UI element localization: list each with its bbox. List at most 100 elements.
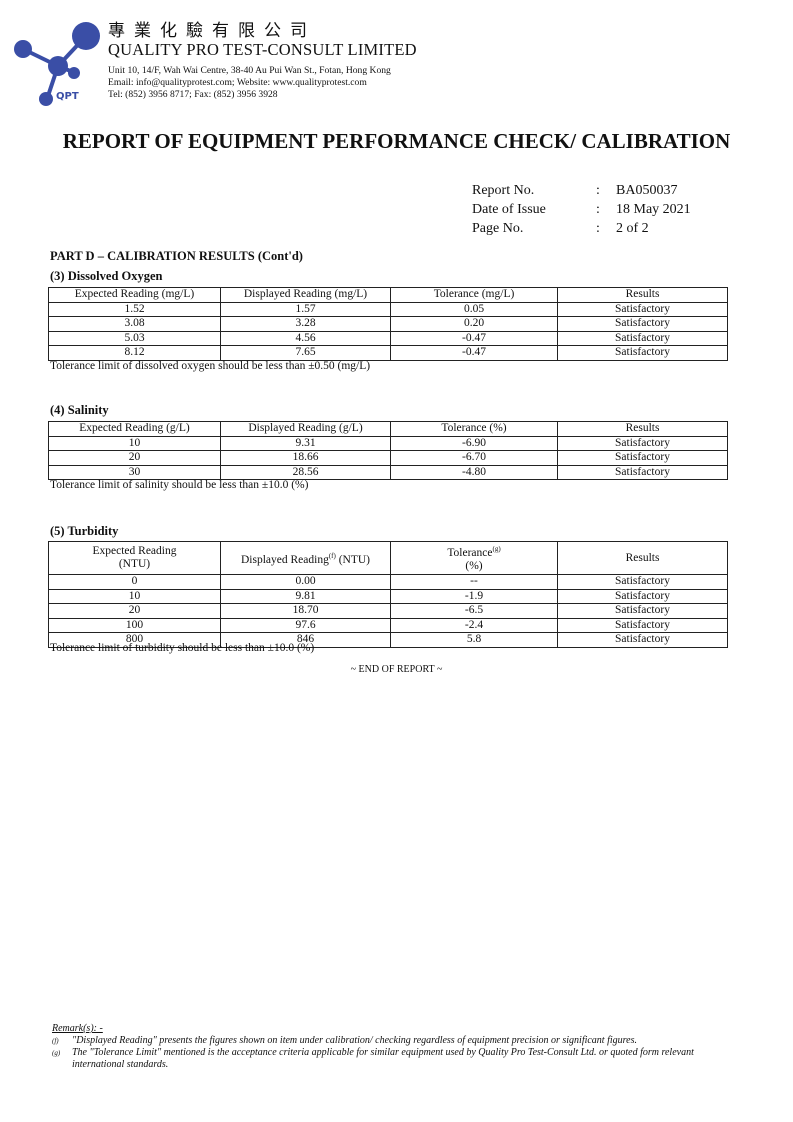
table-cell: 28.56 (220, 464, 391, 480)
table-cell: 10 (48, 588, 221, 604)
header-cell: Results (557, 287, 728, 303)
section-title-turbidity: (5) Turbidity (50, 524, 119, 538)
table-cell: 4.56 (220, 330, 391, 346)
meta-value: 18 May 2021 (616, 202, 691, 217)
table-cell: Satisfactory (557, 316, 728, 332)
table-cell: 0.05 (390, 301, 558, 317)
header-cell-unit: (NTU) (335, 553, 370, 566)
table-row: 5.03 4.56 -0.47 Satisfactory (48, 330, 728, 346)
meta-label: Report No. (472, 183, 535, 198)
meta-label: Page No. (472, 221, 524, 236)
remark-marker: (f) (52, 1037, 59, 1045)
table-cell: Satisfactory (557, 301, 728, 317)
table-cell: 30 (48, 464, 221, 480)
table-cell: 0.00 (220, 574, 391, 590)
meta-row: Page No.:2 of 2 (472, 220, 691, 237)
table-cell: 18.70 (220, 603, 391, 619)
header-cell: Results (557, 541, 728, 575)
salinity-note: Tolerance limit of salinity should be le… (50, 479, 309, 491)
part-title: PART D – CALIBRATION RESULTS (Cont'd) (50, 249, 303, 263)
table-row: 20 18.66 -6.70 Satisfactory (48, 450, 728, 466)
header-cell: Displayed Reading (241, 553, 329, 566)
table-row: 30 28.56 -4.80 Satisfactory (48, 464, 728, 480)
meta-row: Report No.: BA050037 (472, 182, 691, 199)
section-title-salinity: (4) Salinity (50, 403, 109, 417)
table-cell: Satisfactory (557, 435, 728, 451)
report-meta: Report No.: BA050037 Date of Issue:18 May… (470, 180, 693, 239)
remark-item: (g) The "Tolerance Limit" mentioned is th… (52, 1047, 732, 1071)
turbidity-note: Tolerance limit of turbidity should be l… (50, 642, 315, 654)
email-website: Email: info@qualityprotest.com; Website:… (108, 77, 367, 88)
remark-text: The "Tolerance Limit" mentioned is the a… (72, 1047, 694, 1070)
company-logo: QPT (14, 22, 100, 106)
table-cell: 100 (48, 617, 221, 633)
table-cell: Satisfactory (557, 464, 728, 480)
table-cell: -4.80 (390, 464, 558, 480)
salinity-table: Expected Reading (g/L) Displayed Reading … (48, 421, 728, 480)
table-cell: 9.81 (220, 588, 391, 604)
end-of-report: ~ END OF REPORT ~ (350, 664, 443, 675)
company-name-chinese: 專業化驗有限公司 (108, 21, 316, 40)
table-cell: 8.12 (48, 345, 221, 361)
logo-text: QPT (56, 91, 79, 102)
table-row: 10 9.31 -6.90 Satisfactory (48, 435, 728, 451)
table-row: 0 0.00 -- Satisfactory (48, 574, 728, 590)
table-cell: -- (390, 574, 558, 590)
header-cell-unit: (NTU) (118, 558, 151, 570)
table-cell: 846 (220, 632, 391, 648)
table-cell: 5.8 (390, 632, 558, 648)
header-cell: Expected Reading (mg/L) (48, 287, 221, 303)
table-cell: 97.6 (220, 617, 391, 633)
table-cell: 5.03 (48, 330, 221, 346)
table-cell: Satisfactory (557, 330, 728, 346)
table-header-row: Expected Reading (g/L) Displayed Reading … (48, 421, 728, 437)
remark-text: "Displayed Reading" presents the figures… (72, 1035, 637, 1046)
dissolved-oxygen-table: Expected Reading (mg/L) Displayed Reading… (48, 287, 728, 361)
table-cell: 9.31 (220, 435, 391, 451)
table-cell: Satisfactory (557, 450, 728, 466)
table-header-row: Expected Reading (mg/L) Displayed Reading… (48, 287, 728, 303)
header-cell: Expected Reading (g/L) (48, 421, 221, 437)
table-cell: -0.47 (390, 345, 558, 361)
table-row: 10 9.81 -1.9 Satisfactory (48, 588, 728, 604)
turbidity-table: Expected Reading (NTU) Displayed Reading(… (48, 541, 728, 648)
header-cell: Tolerance (447, 546, 493, 559)
table-cell: 800 (48, 632, 221, 648)
phone-fax: Tel: (852) 3956 8717; Fax: (852) 3956 39… (108, 89, 278, 100)
table-cell: Satisfactory (557, 574, 728, 590)
table-cell: -0.47 (390, 330, 558, 346)
table-cell: 3.08 (48, 316, 221, 332)
table-cell: Satisfactory (557, 588, 728, 604)
meta-label: Date of Issue (472, 202, 546, 217)
table-cell: 1.52 (48, 301, 221, 317)
table-row: 3.08 3.28 0.20 Satisfactory (48, 316, 728, 332)
meta-value: BA050037 (616, 183, 678, 198)
table-row: 8.12 7.65 -0.47 Satisfactory (48, 345, 728, 361)
header-cell: Displayed Reading (mg/L) (220, 287, 391, 303)
header-cell: Expected Reading (92, 545, 177, 557)
remark-item: (f) "Displayed Reading" presents the figu… (52, 1035, 732, 1047)
remark-marker: (g) (52, 1049, 61, 1057)
table-cell: Satisfactory (557, 632, 728, 648)
table-cell: -1.9 (390, 588, 558, 604)
company-name: QUALITY PRO TEST-CONSULT LIMITED (108, 40, 417, 59)
header-cell: Tolerance (%) (390, 421, 558, 437)
dissolved-oxygen-note: Tolerance limit of dissolved oxygen shou… (50, 360, 371, 372)
header-cell: Results (557, 421, 728, 437)
header-cell: Displayed Reading (g/L) (220, 421, 391, 437)
table-cell: 18.66 (220, 450, 391, 466)
table-header-row: Expected Reading (NTU) Displayed Reading(… (48, 541, 728, 575)
table-row: 100 97.6 -2.4 Satisfactory (48, 617, 728, 633)
table-cell: -6.70 (390, 450, 558, 466)
table-cell: Satisfactory (557, 345, 728, 361)
table-cell: 0 (48, 574, 221, 590)
meta-row: Date of Issue:18 May 2021 (472, 202, 691, 217)
table-row: 1.52 1.57 0.05 Satisfactory (48, 301, 728, 317)
remarks-heading: Remark(s): - (52, 1023, 103, 1034)
header-cell: Tolerance (mg/L) (390, 287, 558, 303)
company-contact: Unit 10, 14/F, Wah Wai Centre, 38-40 Au … (108, 65, 391, 101)
table-cell: 20 (48, 450, 221, 466)
table-cell: 0.20 (390, 316, 558, 332)
table-cell: 7.65 (220, 345, 391, 361)
table-cell: 3.28 (220, 316, 391, 332)
